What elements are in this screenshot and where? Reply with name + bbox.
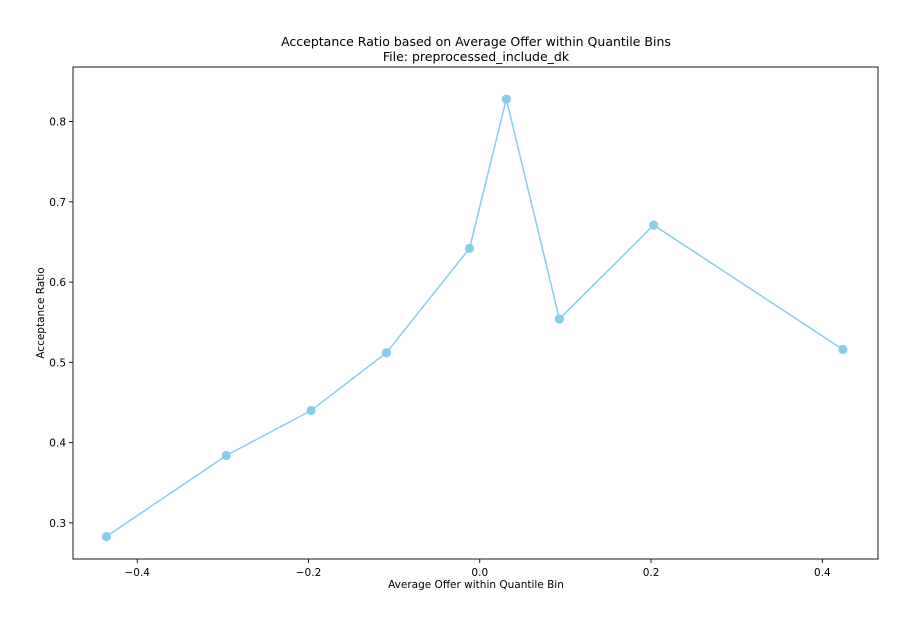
data-point bbox=[381, 348, 392, 358]
x-axis-label: Average Offer within Quantile Bin bbox=[388, 579, 564, 591]
series-line bbox=[105, 98, 844, 538]
data-point bbox=[306, 405, 316, 416]
data-point bbox=[649, 220, 659, 230]
chart-title: Acceptance Ratio based on Average Offer … bbox=[281, 34, 671, 49]
x-tick-label: 0.2 bbox=[643, 567, 660, 579]
x-tick-label: 0.4 bbox=[814, 567, 831, 579]
plot-frame bbox=[72, 66, 879, 560]
x-tick-label: −0.2 bbox=[296, 567, 322, 579]
y-tick-label: 0.8 bbox=[49, 117, 66, 129]
y-tick-label: 0.7 bbox=[49, 197, 66, 209]
y-tick-label: 0.5 bbox=[49, 357, 66, 369]
y-axis-ticks: 0.3 0.4 0.5 0.6 0.7 0.8 bbox=[49, 117, 73, 530]
data-point bbox=[838, 344, 848, 355]
data-point bbox=[101, 531, 111, 542]
y-tick-label: 0.3 bbox=[49, 518, 66, 530]
x-tick-label: −0.4 bbox=[124, 567, 150, 579]
x-axis-ticks: −0.4 −0.2 0.0 0.2 0.4 bbox=[124, 559, 831, 579]
data-point bbox=[221, 450, 231, 461]
data-point bbox=[554, 314, 565, 324]
data-point bbox=[464, 243, 475, 253]
data-series bbox=[101, 94, 848, 542]
y-axis-label: Acceptance Ratio bbox=[35, 267, 47, 358]
data-point bbox=[501, 94, 511, 104]
y-tick-label: 0.6 bbox=[49, 277, 66, 289]
y-tick-label: 0.4 bbox=[49, 438, 66, 450]
x-tick-label: 0.0 bbox=[471, 567, 488, 579]
chart-subtitle: File: preprocessed_include_dk bbox=[383, 49, 570, 64]
